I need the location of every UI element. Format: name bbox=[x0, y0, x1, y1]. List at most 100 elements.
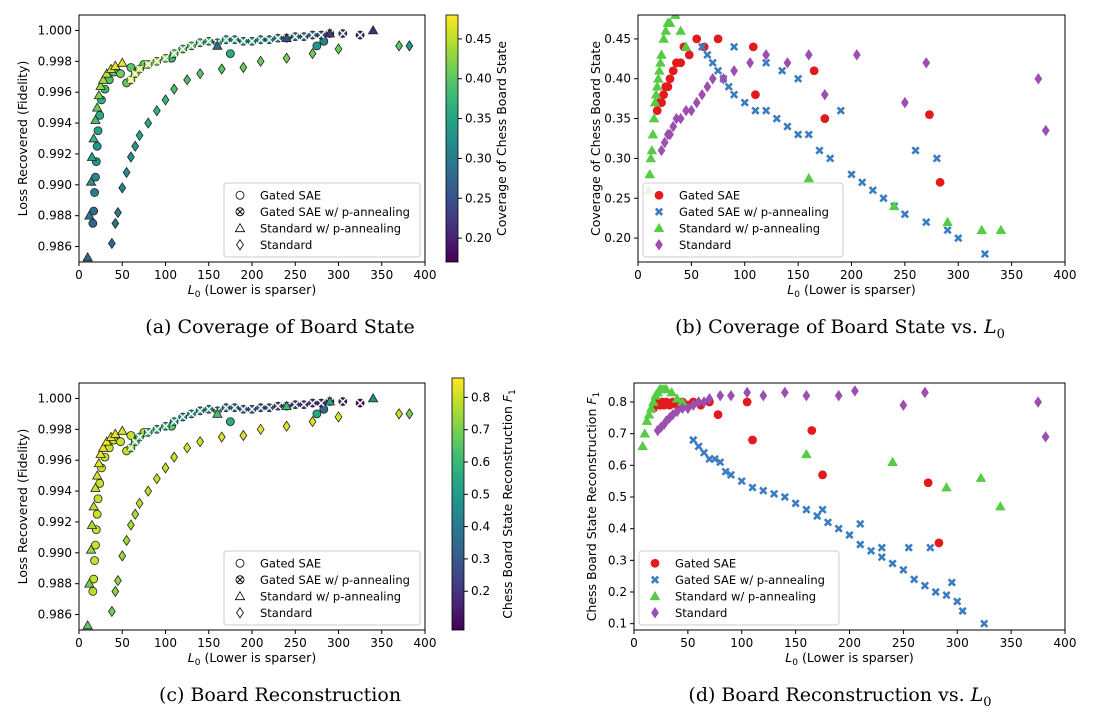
y-tick-label: 0.35 bbox=[604, 112, 631, 126]
data-point bbox=[648, 113, 660, 123]
y-tick-label: 0.986 bbox=[38, 240, 72, 254]
data-point bbox=[217, 431, 226, 443]
caption-d: (d) Board Reconstruction vs. L0 bbox=[688, 684, 992, 710]
data-point bbox=[820, 88, 829, 101]
data-point bbox=[338, 29, 348, 38]
data-point bbox=[958, 606, 967, 616]
data-point bbox=[802, 505, 811, 514]
data-point bbox=[670, 15, 681, 19]
data-point bbox=[122, 534, 131, 547]
data-point bbox=[355, 30, 365, 40]
data-point bbox=[647, 129, 659, 139]
data-point bbox=[671, 393, 683, 403]
data-point bbox=[646, 145, 658, 155]
chart-b: 0 50 100 150 200 250 300 350 400 0.20 0.25 0.30 0.35… bbox=[588, 14, 1076, 300]
data-point bbox=[152, 105, 161, 117]
data-point bbox=[405, 408, 414, 420]
data-point bbox=[299, 400, 309, 410]
data-point bbox=[641, 415, 653, 425]
legend-item: Gated SAE bbox=[650, 556, 736, 570]
data-point bbox=[143, 427, 153, 437]
x-tick-label: 300 bbox=[327, 636, 350, 650]
data-point bbox=[794, 130, 803, 139]
data-point bbox=[161, 94, 170, 106]
colorbar-gradient bbox=[445, 14, 459, 263]
data-point bbox=[88, 219, 98, 228]
data-point bbox=[126, 75, 136, 85]
x-tick-label: 350 bbox=[1000, 636, 1023, 650]
data-point bbox=[256, 403, 266, 413]
data-point bbox=[676, 58, 686, 68]
x-tick-label: 350 bbox=[1000, 268, 1023, 282]
data-point bbox=[247, 404, 257, 414]
data-point bbox=[729, 42, 739, 51]
legend-item: Standard bbox=[655, 238, 731, 252]
data-point bbox=[748, 42, 758, 52]
data-point bbox=[135, 129, 144, 142]
y-tick-label: 0.2 bbox=[608, 585, 627, 599]
data-point bbox=[877, 543, 886, 552]
data-point bbox=[934, 538, 944, 548]
data-point bbox=[650, 89, 662, 99]
colorbar-tick-label: 0.6 bbox=[471, 455, 490, 469]
data-point bbox=[921, 386, 929, 399]
x-tick-label: 150 bbox=[197, 268, 220, 282]
data-point bbox=[899, 399, 908, 411]
x-tick-label: 150 bbox=[197, 636, 220, 650]
data-point bbox=[834, 389, 843, 402]
y-axis-label: Coverage of Chess Board State bbox=[588, 41, 603, 236]
data-point bbox=[152, 56, 162, 66]
data-point bbox=[697, 42, 707, 51]
data-point bbox=[708, 73, 717, 85]
data-point bbox=[668, 66, 678, 76]
legend-label: Standard bbox=[260, 238, 312, 252]
data-point bbox=[791, 499, 800, 508]
data-point bbox=[91, 102, 103, 112]
data-point bbox=[316, 398, 326, 408]
data-point bbox=[170, 83, 179, 95]
x-tick-label: 100 bbox=[154, 268, 177, 282]
data-point bbox=[759, 486, 768, 495]
data-point bbox=[308, 415, 317, 428]
data-point bbox=[82, 251, 93, 262]
data-point bbox=[324, 28, 336, 38]
data-point bbox=[144, 485, 153, 497]
data-point bbox=[95, 448, 106, 458]
data-point bbox=[84, 210, 95, 220]
points-b bbox=[643, 15, 1050, 259]
data-point bbox=[740, 98, 749, 107]
data-point bbox=[126, 431, 136, 440]
data-point bbox=[264, 403, 274, 413]
data-point bbox=[312, 409, 322, 419]
data-point bbox=[729, 90, 739, 99]
y-tick-label: 0.1 bbox=[608, 617, 627, 631]
data-point bbox=[772, 114, 781, 123]
caption-b-l0: L0 bbox=[983, 316, 1005, 342]
data-point bbox=[726, 470, 736, 479]
data-point bbox=[794, 74, 803, 83]
x-axis-label: L0 (Lower is sparser) bbox=[785, 650, 913, 668]
data-point bbox=[82, 619, 93, 630]
y-tick-label: 0.996 bbox=[38, 85, 72, 99]
data-point bbox=[802, 389, 811, 402]
data-point bbox=[762, 49, 770, 61]
data-point bbox=[161, 462, 170, 474]
y-tick-label: 0.992 bbox=[38, 147, 72, 161]
legend-item: Standard w/ p-annealing bbox=[649, 589, 816, 603]
data-point bbox=[888, 200, 900, 211]
data-point bbox=[645, 153, 657, 163]
data-point bbox=[170, 451, 179, 463]
data-point bbox=[334, 43, 343, 55]
legend-item: Gated SAE bbox=[235, 188, 321, 202]
legend-item: Standard bbox=[236, 238, 312, 252]
legend-item: Standard w/ p-annealing bbox=[653, 221, 820, 235]
data-point bbox=[807, 426, 817, 435]
y-tick-label: 0.996 bbox=[38, 453, 72, 467]
data-point bbox=[900, 96, 909, 109]
legend-d: Gated SAE Gated SAE w/ p-annealing Standar… bbox=[638, 550, 840, 626]
data-point bbox=[660, 136, 669, 149]
colorbar-tick-label: 0.3 bbox=[471, 552, 490, 566]
data-point bbox=[954, 233, 963, 243]
colorbar-tick-label: 0.40 bbox=[465, 72, 492, 86]
colorbar-tick-label: 0.4 bbox=[471, 520, 490, 534]
